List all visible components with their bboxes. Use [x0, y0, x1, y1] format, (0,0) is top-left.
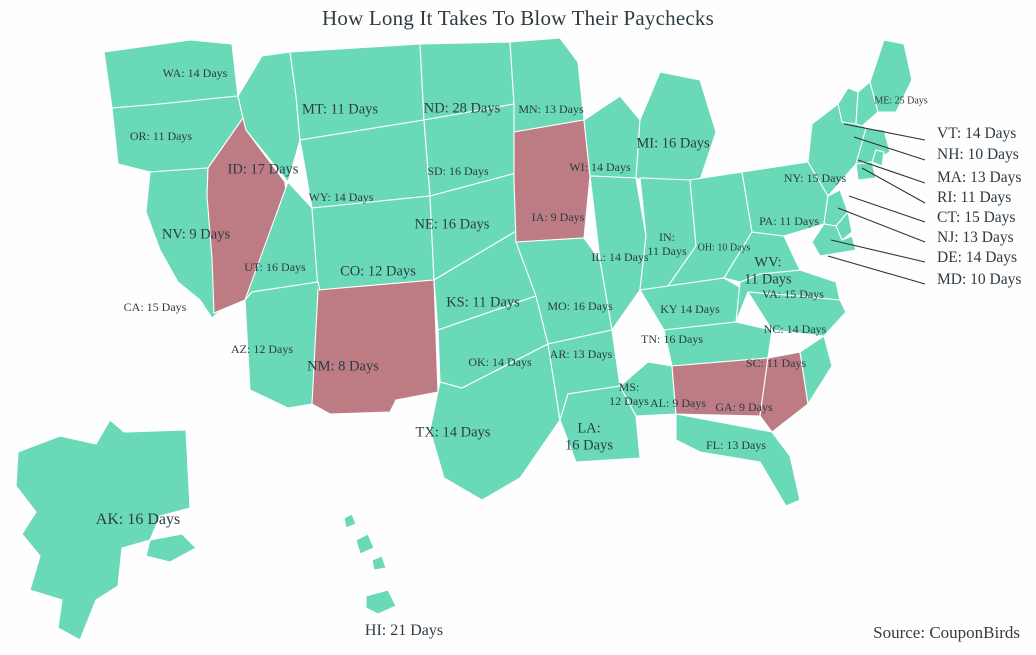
state-label-mo: MO: 16 Days: [547, 299, 613, 314]
state-label-fl: FL: 13 Days: [706, 438, 766, 453]
state-label-sd: SD: 16 Days: [427, 164, 489, 179]
state-label-tn: TN: 16 Days: [641, 332, 703, 347]
state-label-ne: NE: 16 Days: [414, 216, 490, 233]
leader-line-md: [827, 255, 926, 285]
state-hi[interactable]: [343, 513, 357, 529]
state-label-mn: MN: 13 Days: [518, 102, 584, 117]
leader-line-ma: [857, 159, 926, 184]
state-hi[interactable]: [355, 533, 375, 555]
state-label-hi: HI: 21 Days: [364, 621, 444, 639]
state-label-sc: SC: 11 Days: [745, 356, 807, 371]
state-label-il: IL: 14 Days: [591, 250, 649, 265]
state-label-nd: ND: 28 Days: [423, 100, 501, 117]
state-md[interactable]: [811, 223, 857, 257]
state-label-ia: IA: 9 Days: [531, 210, 585, 225]
state-label-nm: NM: 8 Days: [307, 358, 379, 375]
state-mi[interactable]: [635, 71, 717, 187]
callout-label-vt: VT: 14 Days: [937, 125, 1017, 142]
state-tn[interactable]: [663, 321, 773, 367]
state-label-ky: KY 14 Days: [660, 302, 720, 317]
state-label-tx: TX: 14 Days: [415, 424, 491, 441]
state-label-ms: MS: 12 Days: [609, 380, 649, 408]
leader-line-vt: [843, 123, 926, 141]
state-label-wy: WY: 14 Days: [308, 190, 374, 205]
state-label-or: OR: 11 Days: [129, 129, 193, 144]
leader-line-de: [830, 239, 926, 263]
leader-line-nh: [853, 136, 926, 161]
state-hi[interactable]: [371, 555, 387, 571]
state-label-id: ID: 17 Days: [227, 161, 299, 178]
state-hi[interactable]: [365, 589, 397, 615]
callout-label-md: MD: 10 Days: [937, 271, 1022, 288]
leader-line-nj: [837, 207, 926, 243]
state-label-oh: OH: 10 Days: [697, 242, 751, 254]
state-mn[interactable]: [509, 37, 585, 133]
state-label-co: CO: 12 Days: [340, 263, 416, 280]
callout-label-ri: RI: 11 Days: [937, 189, 1012, 206]
callout-label-nh: NH: 10 Days: [937, 146, 1019, 163]
state-label-mi: MI: 16 Days: [636, 135, 710, 152]
state-fl[interactable]: [675, 413, 801, 507]
state-label-ca: CA: 15 Days: [123, 300, 187, 315]
state-label-wi: WI: 14 Days: [569, 160, 631, 175]
state-label-pa: PA: 11 Days: [759, 214, 819, 229]
state-ri[interactable]: [871, 149, 885, 167]
state-ak[interactable]: [145, 533, 197, 563]
state-label-va: VA: 15 Days: [762, 287, 824, 302]
state-label-in: IN: 11 Days: [647, 230, 687, 258]
state-label-ut: UT: 16 Days: [244, 260, 306, 275]
state-label-ar: AR: 13 Days: [549, 347, 613, 362]
callout-label-de: DE: 14 Days: [937, 249, 1018, 266]
source-attribution: Source: CouponBirds: [873, 623, 1020, 642]
state-label-wa: WA: 14 Days: [162, 66, 228, 81]
state-vt[interactable]: [837, 87, 859, 125]
state-nm[interactable]: [311, 279, 439, 415]
page-title: How Long It Takes To Blow Their Paycheck…: [322, 6, 714, 30]
callout-label-ct: CT: 15 Days: [937, 209, 1016, 226]
state-me[interactable]: [869, 39, 913, 113]
state-label-nv: NV: 9 Days: [161, 226, 231, 243]
state-label-ga: GA: 9 Days: [715, 400, 773, 415]
state-label-la: LA: 16 Days: [565, 420, 613, 453]
state-label-nc: NC: 14 Days: [763, 322, 827, 337]
state-label-wv: WV: 11 Days: [744, 254, 792, 287]
state-label-ak: AK: 16 Days: [95, 510, 181, 528]
state-label-me: ME: 25 Days: [874, 95, 928, 107]
callout-label-ma: MA: 13 Days: [937, 169, 1022, 186]
state-label-al: AL: 9 Days: [650, 396, 706, 411]
state-sc[interactable]: [767, 335, 833, 406]
state-tx[interactable]: [429, 343, 561, 501]
state-label-ny: NY: 15 Days: [783, 171, 847, 186]
callout-label-nj: NJ: 13 Days: [937, 229, 1014, 246]
state-label-mt: MT: 11 Days: [301, 101, 379, 118]
state-label-az: AZ: 12 Days: [231, 342, 293, 357]
state-label-ok: OK: 14 Days: [468, 355, 532, 370]
state-label-ks: KS: 11 Days: [446, 294, 520, 311]
leader-line-ct: [848, 195, 926, 223]
state-ak[interactable]: [15, 419, 191, 641]
leader-line-ri: [861, 167, 926, 204]
